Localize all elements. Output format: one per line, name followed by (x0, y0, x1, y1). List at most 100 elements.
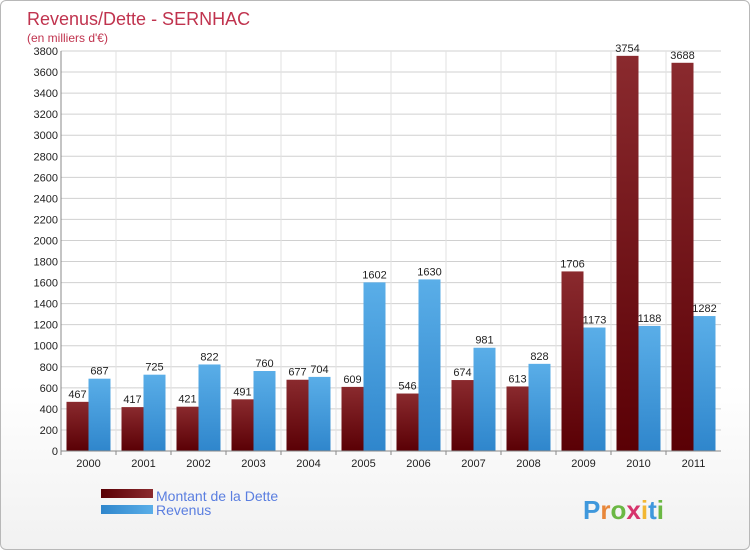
data-label-revenus: 822 (200, 351, 218, 363)
bar-revenus (363, 282, 386, 451)
legend-swatch-revenus (101, 505, 153, 514)
data-label-revenus: 704 (310, 364, 328, 376)
legend-label-revenus: Revenus (156, 502, 211, 518)
data-label-revenus: 1188 (638, 313, 662, 325)
data-label-revenus: 828 (530, 351, 548, 363)
y-tick-label: 800 (40, 362, 58, 374)
y-tick-label: 1600 (34, 278, 58, 290)
y-tick-label: 2800 (34, 151, 58, 163)
y-tick-label: 2200 (34, 214, 58, 226)
data-label-debt: 674 (453, 367, 471, 379)
bar-debt (286, 379, 309, 451)
bar-revenus (693, 316, 716, 451)
legend-swatch-debt (101, 489, 153, 498)
legend-label-debt: Montant de la Dette (156, 488, 278, 504)
data-label-revenus: 1602 (362, 269, 386, 281)
y-tick-label: 1000 (34, 341, 58, 353)
data-label-debt: 1706 (560, 258, 584, 270)
data-label-debt: 467 (68, 389, 86, 401)
data-label-debt: 421 (178, 394, 196, 406)
x-tick-label: 2008 (516, 458, 540, 470)
proxiti-logo: Proxiti (583, 495, 664, 525)
bar-debt (66, 401, 89, 451)
bar-debt (616, 55, 639, 452)
y-tick-label: 3400 (34, 88, 58, 100)
logo-letter: o (610, 495, 626, 525)
bar-revenus (88, 378, 111, 451)
y-tick-label: 200 (40, 425, 58, 437)
data-label-debt: 491 (233, 386, 251, 398)
y-tick-label: 1200 (34, 320, 58, 332)
data-label-revenus: 687 (90, 366, 108, 378)
y-tick-label: 400 (40, 404, 58, 416)
bar-revenus (253, 371, 276, 451)
x-tick-label: 2001 (131, 458, 155, 470)
bar-debt (396, 393, 419, 451)
logo-letter: x (626, 495, 641, 525)
data-label-debt: 613 (508, 373, 526, 385)
data-label-revenus: 1282 (692, 303, 716, 315)
y-tick-label: 1400 (34, 299, 58, 311)
y-tick-label: 2400 (34, 193, 58, 205)
bar-revenus (198, 364, 221, 451)
data-label-debt: 417 (123, 394, 141, 406)
logo-text: Proxiti (583, 495, 664, 525)
x-tick-label: 2007 (461, 458, 485, 470)
bar-debt (231, 399, 254, 451)
x-tick-label: 2011 (682, 458, 706, 470)
data-label-revenus: 1173 (583, 315, 607, 327)
y-tick-label: 3600 (34, 67, 58, 79)
bar-debt (671, 62, 694, 451)
logo-letter: r (600, 495, 610, 525)
x-tick-label: 2004 (296, 458, 320, 470)
bar-revenus (143, 374, 166, 451)
logo-letter: i (641, 495, 648, 525)
y-tick-label: 0 (52, 446, 58, 458)
x-tick-label: 2010 (626, 458, 650, 470)
chart-subtitle: (en milliers d'€) (27, 31, 108, 45)
bar-debt (451, 380, 474, 451)
bar-revenus (473, 347, 496, 451)
bar-revenus (308, 376, 331, 451)
y-tick-label: 3800 (34, 46, 58, 58)
bar-revenus (583, 327, 606, 451)
y-tick-label: 1800 (34, 257, 58, 269)
chart-title: Revenus/Dette - SERNHAC (27, 9, 250, 29)
data-label-revenus: 725 (145, 362, 163, 374)
bar-debt (176, 406, 199, 451)
data-label-debt: 609 (343, 374, 361, 386)
data-label-debt: 3754 (615, 43, 639, 55)
y-tick-label: 3000 (34, 130, 58, 142)
x-tick-label: 2002 (186, 458, 210, 470)
y-tick-label: 600 (40, 383, 58, 395)
x-tick-label: 2006 (406, 458, 430, 470)
bar-revenus (528, 363, 551, 451)
logo-letter: t (648, 495, 657, 525)
bar-debt (341, 386, 364, 451)
data-label-debt: 3688 (670, 50, 694, 62)
x-tick-label: 2005 (351, 458, 375, 470)
bar-debt (506, 386, 529, 451)
bar-revenus (418, 279, 441, 451)
x-tick-label: 2000 (76, 458, 100, 470)
bar-debt (121, 407, 144, 451)
legend: Montant de la Dette Revenus (101, 488, 278, 518)
grid (61, 50, 721, 452)
bar-debt (561, 271, 584, 451)
bar-revenus (638, 325, 661, 451)
y-tick-label: 2000 (34, 235, 58, 247)
y-tick-label: 3200 (34, 109, 58, 121)
logo-letter: P (583, 495, 600, 525)
data-label-revenus: 1630 (417, 266, 441, 278)
x-tick-label: 2003 (241, 458, 265, 470)
data-label-revenus: 981 (475, 335, 493, 347)
y-tick-label: 2600 (34, 172, 58, 184)
axes: 0 200 400 600 800 1000 1200 1400 1600 1800 2000 220… (34, 46, 721, 470)
data-label-debt: 677 (288, 367, 306, 379)
x-tick-label: 2009 (571, 458, 595, 470)
logo-letter: i (657, 495, 664, 525)
data-label-revenus: 760 (255, 358, 273, 370)
bars: 467 687 417 725 421 822 491 760 677 704 609 1602 546… (66, 43, 717, 452)
